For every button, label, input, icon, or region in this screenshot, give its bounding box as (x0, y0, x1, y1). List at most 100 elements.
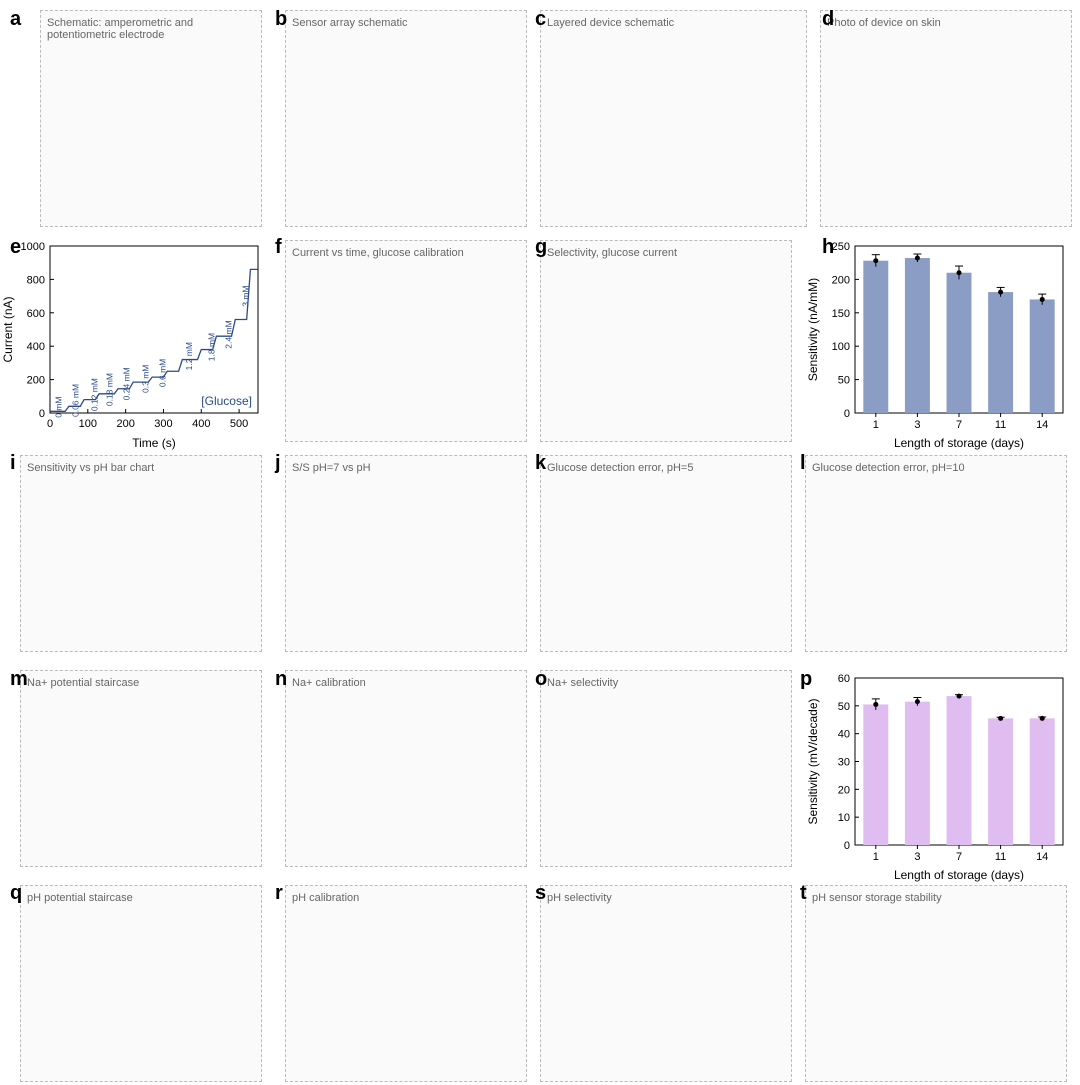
x-tick-label: 0 (47, 418, 53, 430)
legend-text: [Glucose] (201, 394, 252, 408)
chart-h: Length of storage (days) Sensitivity (nA/… (806, 241, 1064, 450)
data-point (1039, 296, 1045, 302)
bar (946, 696, 972, 845)
panel-n-placeholder: Na+ calibration (285, 670, 527, 867)
bar (988, 292, 1014, 413)
data-annotation: 0.6 mM (157, 359, 167, 387)
x-tick-label: 200 (116, 418, 134, 430)
panel-l-placeholder: Glucose detection error, pH=10 (805, 455, 1067, 652)
x-axis-label: Time (s) (132, 436, 176, 450)
panel-letter-c: c (535, 8, 547, 30)
y-tick-label: 1000 (21, 241, 45, 253)
y-tick-label: 600 (27, 308, 45, 320)
panel-letter-b: b (275, 8, 288, 30)
data-annotation: 0.06 mM (70, 384, 80, 417)
y-tick-label: 0 (844, 408, 850, 420)
data-point (956, 270, 962, 276)
bar (1029, 299, 1055, 413)
panel-i-placeholder: Sensitivity vs pH bar chart (20, 455, 262, 652)
plot-frame (49, 245, 259, 414)
x-tick-label: 1 (873, 851, 879, 863)
panel-letter-h: h (822, 236, 835, 258)
panel-letter-e: e (10, 236, 22, 258)
bar (904, 701, 930, 845)
y-tick-label: 200 (27, 375, 45, 387)
panel-g-placeholder: Selectivity, glucose current (540, 240, 792, 442)
panel-q-placeholder: pH potential staircase (20, 885, 262, 1082)
y-tick-label: 30 (838, 757, 850, 769)
x-axis-label: Length of storage (days) (894, 868, 1024, 882)
chart-e: Time (s) Current (nA) 0 100 200 300 400 500 0 200… (1, 241, 259, 450)
bar (863, 260, 889, 413)
panel-letter-o: o (535, 668, 548, 690)
y-tick-label: 250 (832, 241, 850, 253)
data-point (956, 693, 962, 699)
series-line (50, 268, 258, 412)
y-tick-label: 100 (832, 341, 850, 353)
y-tick-label: 60 (838, 673, 850, 685)
panel-t-placeholder: pH sensor storage stability (805, 885, 1067, 1082)
y-tick-label: 50 (838, 375, 850, 387)
panel-letter-r: r (275, 882, 283, 904)
panel-d-placeholder: Photo of device on skin (820, 10, 1072, 227)
panel-letter-d: d (822, 8, 835, 30)
x-tick-label: 3 (914, 419, 920, 431)
panel-f-placeholder: Current vs time, glucose calibration (285, 240, 527, 442)
panel-letter-l: l (800, 452, 806, 474)
panel-s-placeholder: pH selectivity (540, 885, 792, 1082)
data-point (914, 255, 920, 261)
bar (1029, 718, 1055, 845)
x-tick-label: 3 (914, 851, 920, 863)
data-point (873, 258, 879, 264)
data-point (873, 701, 879, 707)
data-point (998, 289, 1004, 295)
panel-letter-i: i (10, 452, 16, 474)
x-tick-label: 14 (1036, 851, 1048, 863)
x-tick-label: 1 (873, 419, 879, 431)
panel-letter-g: g (535, 236, 548, 258)
x-tick-label: 300 (154, 418, 172, 430)
x-tick-label: 11 (995, 419, 1006, 431)
y-axis-label: Sensitivity (mV/decade) (806, 698, 820, 824)
data-annotation: 1.8 mM (207, 333, 217, 361)
chart-p: Length of storage (days) Sensitivity (mV/… (806, 673, 1064, 882)
panel-b-placeholder: Sensor array schematic (285, 10, 527, 227)
panel-letter-p: p (800, 668, 813, 690)
bar (988, 718, 1014, 845)
y-tick-label: 200 (832, 274, 850, 286)
y-tick-label: 800 (27, 274, 45, 286)
bar (904, 258, 930, 413)
data-annotation: 0.18 mM (104, 373, 114, 406)
data-annotation: 1.2 mM (184, 342, 194, 370)
y-axis-label: Current (nA) (1, 296, 15, 362)
y-tick-label: 20 (838, 784, 850, 796)
panel-letter-k: k (535, 452, 547, 474)
x-tick-label: 400 (192, 418, 210, 430)
y-tick-label: 10 (838, 812, 850, 824)
data-annotation: 0.24 mM (121, 367, 131, 400)
y-tick-label: 400 (27, 341, 45, 353)
panel-o-placeholder: Na+ selectivity (540, 670, 792, 867)
x-tick-label: 500 (230, 418, 248, 430)
x-tick-label: 11 (995, 851, 1006, 863)
x-tick-label: 100 (79, 418, 97, 430)
x-tick-label: 14 (1036, 419, 1048, 431)
panel-r-placeholder: pH calibration (285, 885, 527, 1082)
panel-c-placeholder: Layered device schematic (540, 10, 807, 227)
data-annotation: 0 mM (53, 397, 63, 418)
y-tick-label: 0 (39, 408, 45, 420)
panel-letter-n: n (275, 668, 288, 690)
panel-a-placeholder: Schematic: amperometric and potentiometr… (40, 10, 262, 227)
panel-letter-s: s (535, 882, 547, 904)
x-axis-label: Length of storage (days) (894, 436, 1024, 450)
panel-letter-t: t (800, 882, 807, 904)
panel-letter-q: q (10, 882, 23, 904)
panel-m-placeholder: Na+ potential staircase (20, 670, 262, 867)
data-point (998, 715, 1004, 721)
x-tick-label: 7 (956, 851, 962, 863)
y-tick-label: 40 (838, 729, 850, 741)
y-tick-label: 50 (838, 701, 850, 713)
data-point (1039, 715, 1045, 721)
data-point (914, 699, 920, 705)
panel-j-placeholder: S/S pH=7 vs pH (285, 455, 527, 652)
